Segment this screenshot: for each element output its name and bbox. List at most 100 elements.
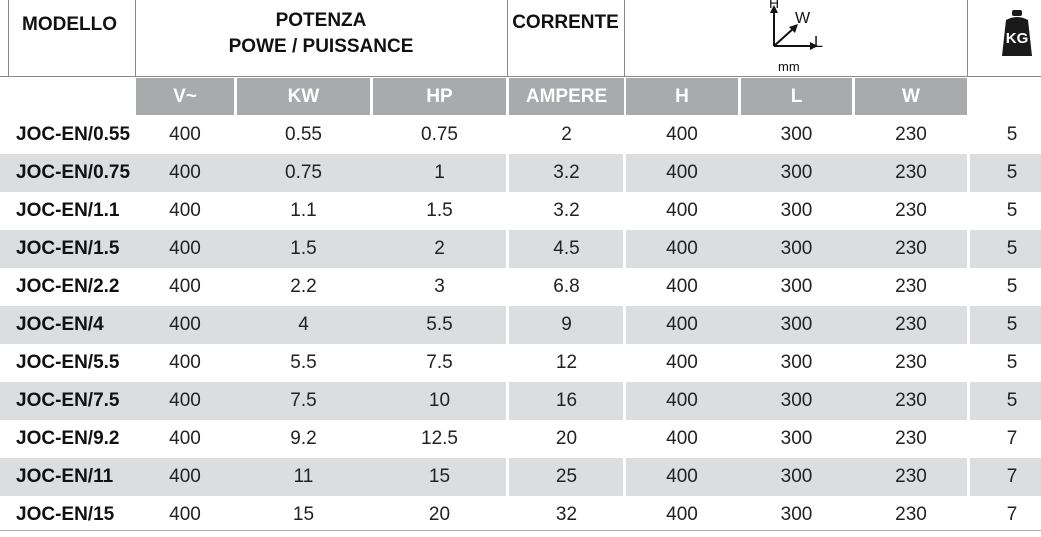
table-bottom-rule: [0, 530, 1041, 531]
header-power-line1: POTENZA: [275, 10, 367, 31]
subheader-l: L: [741, 78, 852, 115]
cell-h: 400: [666, 162, 698, 183]
cell-volt: 400: [169, 238, 201, 259]
cell-h: 400: [666, 200, 698, 221]
cell-volt: 400: [169, 390, 201, 411]
cell-ampere: 25: [555, 466, 578, 487]
cell-h: 400: [666, 504, 698, 525]
column-gap: [623, 230, 626, 268]
dims-unit: mm: [778, 59, 800, 74]
cell-kw: 1.5: [290, 238, 317, 259]
cell-kg: 7: [1006, 504, 1018, 525]
column-gap: [623, 458, 626, 496]
column-gap: [967, 154, 970, 192]
header-model: MODELLO: [22, 14, 117, 35]
column-gap: [967, 230, 970, 268]
axis-w-label: W: [795, 10, 811, 27]
subheader-w: W: [855, 78, 967, 115]
cell-volt: 400: [169, 314, 201, 335]
cell-volt: 400: [169, 504, 201, 525]
header-divider: [8, 0, 9, 76]
table-row: JOC-EN/2.2 400 2.2 3 6.8 400 300 230 5: [0, 268, 1041, 306]
cell-h: 400: [666, 276, 698, 297]
cell-ampere: 2: [561, 124, 572, 145]
cell-volt: 400: [169, 124, 201, 145]
table-row: JOC-EN/1.1 400 1.1 1.5 3.2 400 300 230 5: [0, 192, 1041, 230]
cell-model: JOC-EN/1.5: [16, 238, 120, 259]
cell-l: 300: [780, 352, 813, 373]
column-gap: [506, 230, 509, 268]
header-divider: [135, 0, 136, 76]
table-row: JOC-EN/11 400 11 15 25 400 300 230 7: [0, 458, 1041, 496]
cell-l: 300: [780, 504, 813, 525]
cell-l: 300: [780, 428, 813, 449]
cell-kw: 9.2: [290, 428, 317, 449]
table-row: JOC-EN/4 400 4 5.5 9 400 300 230 5: [0, 306, 1041, 344]
table-row: JOC-EN/7.5 400 7.5 10 16 400 300 230 5: [0, 382, 1041, 420]
cell-kw: 4: [298, 314, 309, 335]
subheader-h: H: [626, 78, 738, 115]
cell-kg: 5: [1006, 162, 1018, 183]
cell-l: 300: [780, 200, 813, 221]
cell-kw: 0.75: [285, 162, 322, 183]
cell-kw: 15: [292, 504, 315, 525]
cell-model: JOC-EN/9.2: [16, 428, 120, 449]
cell-hp: 12.5: [421, 428, 458, 449]
cell-l: 300: [780, 466, 813, 487]
cell-w: 230: [895, 162, 927, 183]
weight-icon: KG: [1000, 10, 1034, 58]
axis-l-label: L: [814, 34, 823, 51]
cell-volt: 400: [169, 276, 201, 297]
column-gap: [967, 306, 970, 344]
cell-l: 300: [780, 238, 813, 259]
cell-w: 230: [895, 124, 927, 145]
cell-model: JOC-EN/1.1: [16, 200, 120, 221]
cell-kw: 5.5: [290, 352, 317, 373]
cell-h: 400: [666, 352, 698, 373]
cell-h: 400: [666, 124, 698, 145]
cell-l: 300: [780, 276, 813, 297]
cell-kg: 5: [1006, 390, 1018, 411]
cell-volt: 400: [169, 200, 201, 221]
header-divider: [507, 0, 508, 76]
cell-kw: 2.2: [290, 276, 317, 297]
cell-model: JOC-EN/5.5: [16, 352, 120, 373]
subheader-hp: HP: [373, 78, 506, 115]
table-row: JOC-EN/1.5 400 1.5 2 4.5 400 300 230 5: [0, 230, 1041, 268]
cell-kg: 7: [1006, 428, 1018, 449]
cell-model: JOC-EN/0.55: [16, 124, 131, 145]
cell-hp: 7.5: [426, 352, 453, 373]
cell-ampere: 3.2: [553, 162, 580, 183]
cell-w: 230: [895, 466, 927, 487]
cell-ampere: 32: [555, 504, 578, 525]
cell-h: 400: [666, 390, 698, 411]
header-divider: [624, 0, 625, 76]
cell-volt: 400: [169, 428, 201, 449]
cell-ampere: 9: [561, 314, 572, 335]
cell-ampere: 20: [555, 428, 578, 449]
cell-kg: 5: [1006, 124, 1018, 145]
cell-model: JOC-EN/15: [16, 504, 115, 525]
cell-ampere: 6.8: [553, 276, 580, 297]
cell-hp: 0.75: [421, 124, 458, 145]
cell-h: 400: [666, 428, 698, 449]
dimensions-axes-icon: H W L: [760, 0, 840, 76]
cell-ampere: 12: [555, 352, 578, 373]
table-row: JOC-EN/5.5 400 5.5 7.5 12 400 300 230 5: [0, 344, 1041, 382]
cell-hp: 15: [428, 466, 451, 487]
cell-w: 230: [895, 352, 927, 373]
cell-w: 230: [895, 504, 927, 525]
cell-kw: 0.55: [285, 124, 322, 145]
table-row: JOC-EN/0.75 400 0.75 1 3.2 400 300 230 5: [0, 154, 1041, 192]
cell-kg: 5: [1006, 276, 1018, 297]
cell-kg: 5: [1006, 352, 1018, 373]
header-rule: [0, 76, 1041, 77]
column-gap: [623, 306, 626, 344]
column-gap: [623, 154, 626, 192]
cell-ampere: 3.2: [553, 200, 580, 221]
cell-model: JOC-EN/11: [16, 466, 114, 487]
cell-kg: 5: [1006, 200, 1018, 221]
cell-volt: 400: [169, 352, 201, 373]
cell-h: 400: [666, 466, 698, 487]
cell-hp: 20: [428, 504, 451, 525]
